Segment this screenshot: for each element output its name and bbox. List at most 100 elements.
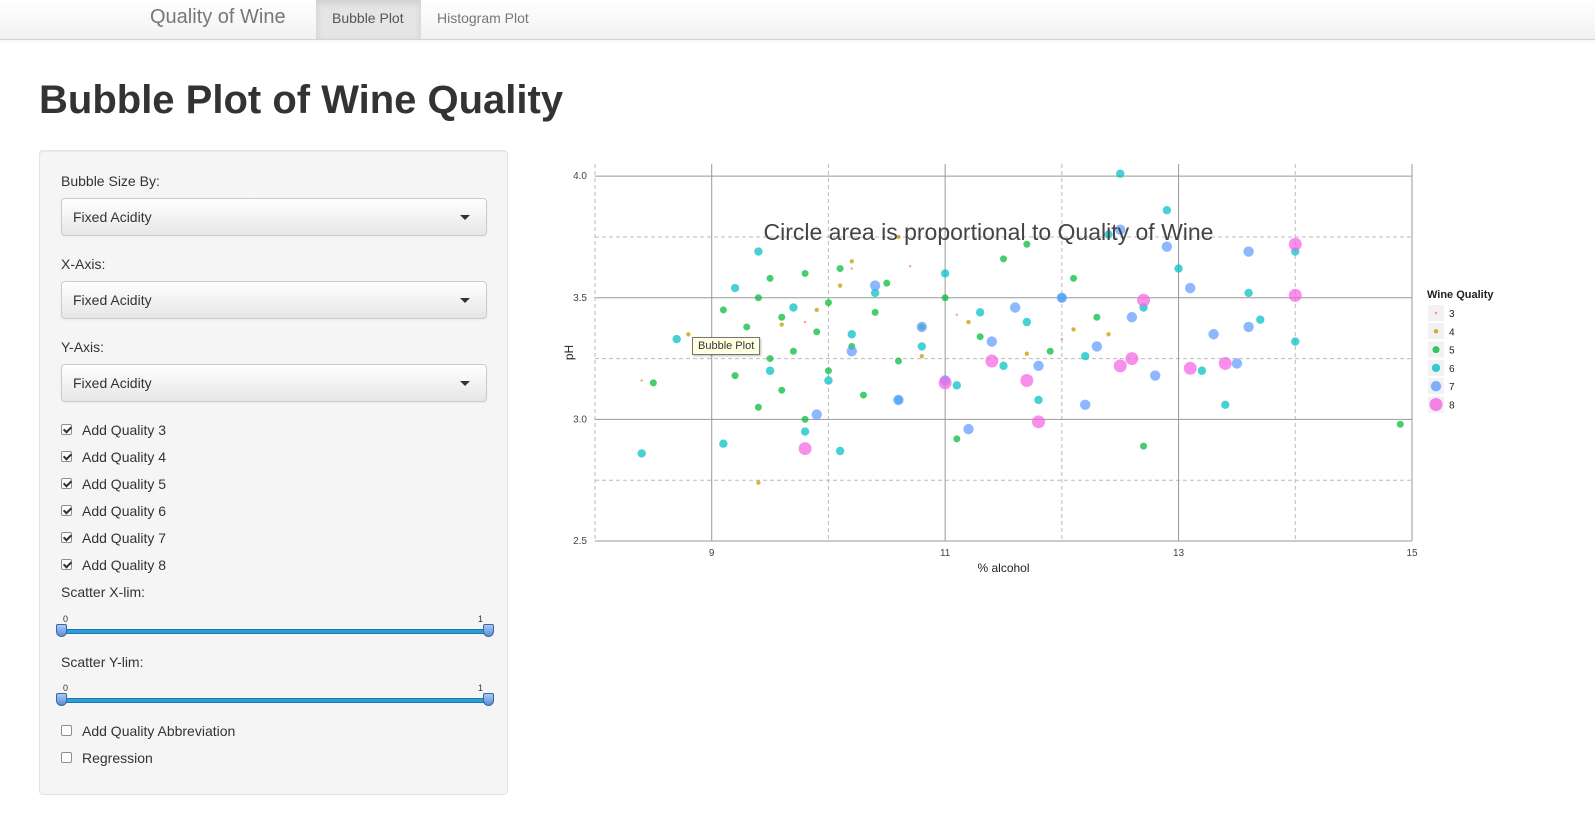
quality-5-checkbox[interactable] <box>61 478 72 489</box>
scatter-ylim-label: Scatter Y-lim: <box>61 654 144 670</box>
scatter-point-q7 <box>1208 329 1219 340</box>
scatter-point-q7 <box>1009 302 1021 313</box>
scatter-point-q7 <box>1091 341 1103 352</box>
scatter-point-q7 <box>1115 224 1126 235</box>
scatter-point-q5 <box>743 323 751 331</box>
quality-4-checkbox[interactable] <box>61 451 72 462</box>
navbar-brand[interactable]: Quality of Wine <box>150 6 286 28</box>
scatter-point-q6 <box>1291 337 1300 346</box>
scatter-point-q5 <box>1046 347 1054 355</box>
scatter-point-q5 <box>813 328 821 336</box>
y-axis-select[interactable]: Fixed Acidity <box>61 364 487 402</box>
scatter-point-q4 <box>756 480 761 485</box>
ylim-min-label: 0 <box>63 683 69 693</box>
scatter-point-q5 <box>1000 255 1007 263</box>
bubble-size-label: Bubble Size By: <box>61 173 160 189</box>
xlim-track[interactable] <box>61 629 489 634</box>
scatter-point-q6 <box>1256 315 1265 324</box>
scatter-point-q6 <box>1221 400 1230 409</box>
scatter-point-q7 <box>916 321 927 333</box>
legend-label: 6 <box>1449 364 1455 375</box>
scatter-point-q7 <box>1185 282 1196 294</box>
ylim-low-handle[interactable] <box>56 693 67 706</box>
regression-label: Regression <box>82 750 153 766</box>
quality-3-checkbox[interactable] <box>61 424 72 435</box>
ylim-high-handle[interactable] <box>483 693 494 706</box>
scatter-point-q6 <box>870 288 880 298</box>
legend-swatch-q3 <box>1434 311 1438 315</box>
scatter-point-q3 <box>908 264 912 268</box>
scatter-point-q4 <box>837 283 843 288</box>
scatter-point-q4 <box>1024 351 1030 356</box>
scatter-point-q6 <box>800 427 810 436</box>
quality-6-checkbox[interactable] <box>61 505 72 516</box>
tooltip: Bubble Plot <box>692 337 761 355</box>
scatter-point-q5 <box>801 415 809 423</box>
bubble-size-select[interactable]: Fixed Acidity <box>61 198 487 236</box>
navbar: Quality of Wine Bubble Plot Histogram Pl… <box>0 0 1595 40</box>
quality-8-checkbox[interactable] <box>61 559 72 570</box>
scatter-point-q3 <box>640 379 643 382</box>
scatter-point-q7 <box>811 409 822 420</box>
scatter-point-q8 <box>1288 288 1302 302</box>
ylim-max-label: 1 <box>477 683 483 693</box>
scatter-point-q6 <box>940 269 950 278</box>
legend-swatch-q8 <box>1429 398 1443 411</box>
scatter-xlim-label: Scatter X-lim: <box>61 584 146 600</box>
legend-swatch-q7 <box>1430 381 1442 392</box>
scatter-point-q6 <box>1197 366 1207 375</box>
scatter-point-q5 <box>859 391 867 399</box>
scatter-point-q6 <box>765 366 775 375</box>
legend-label: 7 <box>1449 382 1455 393</box>
scatter-point-q7 <box>893 394 904 406</box>
scatter-point-q6 <box>1174 264 1183 273</box>
scatter-point-q7 <box>1243 246 1254 257</box>
legend-swatch-q6 <box>1431 363 1441 373</box>
scatter-point-q5 <box>801 269 809 277</box>
abbrev-checkbox[interactable] <box>61 725 72 736</box>
chevron-down-icon <box>460 298 470 303</box>
scatter-point-q6 <box>1162 206 1172 215</box>
quality-4-label: Add Quality 4 <box>82 449 167 465</box>
scatter-point-q5 <box>1093 313 1101 321</box>
scatter-point-q8 <box>1113 359 1127 373</box>
xlim-low-handle[interactable] <box>56 624 67 637</box>
scatter-xlim-slider[interactable]: 0 1 <box>56 614 494 644</box>
quality-7-checkbox[interactable] <box>61 532 72 543</box>
y-axis-title: pH <box>562 345 576 360</box>
regression-checkbox[interactable] <box>61 752 72 763</box>
y-tick-label: 3.5 <box>573 293 587 304</box>
x-axis-label: X-Axis: <box>61 256 106 272</box>
scatter-point-q7 <box>1161 241 1173 252</box>
scatter-point-q6 <box>1104 230 1113 239</box>
scatter-point-q5 <box>1140 442 1148 450</box>
scatter-point-q8 <box>1032 415 1046 429</box>
scatter-point-q6 <box>789 303 798 312</box>
scatter-point-q7 <box>1080 399 1091 410</box>
scatter-point-q7 <box>1056 292 1068 303</box>
scatter-ylim-slider[interactable]: 0 1 <box>56 683 494 713</box>
scatter-point-q5 <box>649 379 657 387</box>
tab-bubble-plot[interactable]: Bubble Plot <box>316 0 421 39</box>
scatter-point-q6 <box>730 283 740 293</box>
scatter-point-q7 <box>1033 360 1044 372</box>
scatter-point-q6 <box>672 334 681 344</box>
x-axis-select[interactable]: Fixed Acidity <box>61 281 487 319</box>
scatter-point-q7 <box>869 280 881 291</box>
scatter-point-q5 <box>1396 420 1404 428</box>
scatter-point-q5 <box>824 299 832 307</box>
xlim-high-handle[interactable] <box>483 624 494 637</box>
ylim-track[interactable] <box>61 698 489 703</box>
scatter-point-q8 <box>798 442 812 456</box>
scatter-point-q4 <box>1071 327 1076 332</box>
tab-histogram-plot[interactable]: Histogram Plot <box>437 10 529 26</box>
y-axis-value: Fixed Acidity <box>73 375 152 391</box>
scatter-point-q3 <box>955 313 959 316</box>
quality-7-label: Add Quality 7 <box>82 530 167 546</box>
scatter-point-q6 <box>952 381 962 390</box>
x-tick-label: 13 <box>1173 548 1185 559</box>
scatter-point-q4 <box>919 353 924 359</box>
scatter-point-q8 <box>1218 356 1232 370</box>
scatter-point-q3 <box>803 320 807 324</box>
scatter-point-q6 <box>754 247 763 256</box>
